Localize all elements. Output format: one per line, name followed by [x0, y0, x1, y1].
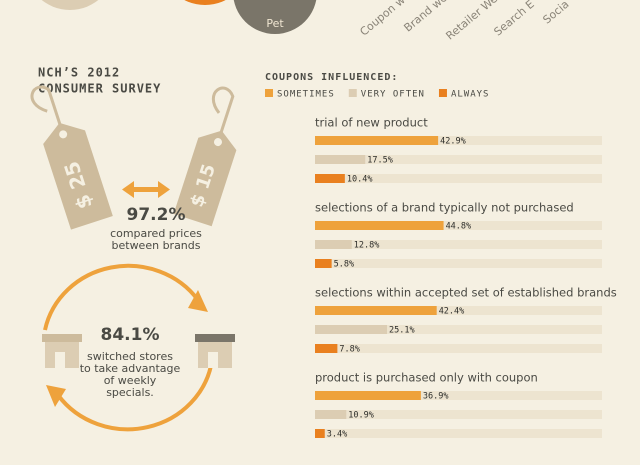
bar-chart: SOMETIMES VERY OFTEN ALWAYS trial of new pr… — [265, 89, 617, 440]
bar-track — [315, 306, 602, 315]
stat-text: specials. — [106, 386, 154, 399]
bar — [315, 174, 345, 183]
bar — [315, 344, 338, 353]
stat-value: 97.2% — [127, 205, 186, 225]
arrow-head — [188, 290, 208, 312]
stat-text: to take advantage — [80, 362, 181, 375]
legend-swatch — [265, 89, 273, 97]
value-label: 36.9% — [423, 392, 449, 402]
bar — [315, 429, 325, 438]
survey-title: NCH’S 2012 — [38, 66, 120, 80]
value-label: 42.9% — [440, 137, 466, 147]
legend-swatch — [348, 89, 357, 97]
bar — [315, 136, 439, 145]
stat-text: compared prices — [110, 227, 202, 240]
bar-track — [315, 410, 602, 419]
value-label: 42.4% — [439, 307, 465, 317]
price-tag: $ 15 — [173, 86, 237, 227]
value-label: 44.8% — [446, 222, 472, 232]
bar — [315, 240, 352, 249]
value-label: 17.5% — [367, 156, 393, 166]
bar — [315, 259, 332, 268]
bar-track — [315, 136, 602, 145]
cycle-arrows — [43, 263, 214, 432]
bar — [315, 410, 347, 419]
value-label: 10.9% — [348, 411, 374, 421]
stat-value: 84.1% — [101, 325, 160, 345]
value-label: 12.8% — [354, 241, 380, 251]
bar — [315, 325, 388, 334]
legend-label: SOMETIMES — [277, 90, 335, 100]
store-icon — [42, 334, 82, 368]
bar-track — [315, 391, 602, 400]
circle — [184, 0, 226, 5]
stat-text: between brands — [112, 239, 201, 252]
bar — [315, 221, 444, 230]
legend-swatch — [438, 89, 447, 97]
value-label: 5.8% — [334, 260, 354, 270]
legend-label: ALWAYS — [451, 90, 490, 100]
bar-track — [315, 155, 602, 164]
chart-title: COUPONS INFLUENCED: — [265, 72, 398, 83]
bar-track — [315, 344, 602, 353]
double-arrow — [122, 181, 170, 198]
legend-label: VERY OFTEN — [361, 90, 425, 100]
price-tag: $ 25 — [30, 85, 113, 230]
arrow-head — [46, 385, 66, 407]
stat-text: switched stores — [87, 350, 173, 363]
value-label: 3.4% — [327, 430, 347, 440]
stat-text: of weekly — [104, 374, 157, 387]
circle-label: Pet — [266, 17, 284, 30]
category-label: product is purchased only with coupon — [315, 371, 538, 385]
bar-track — [315, 174, 602, 183]
bar-track — [315, 221, 602, 230]
value-label: 10.4% — [347, 175, 373, 185]
bar — [315, 391, 421, 400]
circle — [233, 0, 317, 34]
bar — [315, 306, 437, 315]
value-label: 25.1% — [389, 326, 415, 336]
category-label: selections of a brand typically not purc… — [315, 201, 574, 215]
survey-title: CONSUMER SURVEY — [38, 82, 161, 96]
value-label: 7.8% — [339, 345, 359, 355]
circle — [41, 0, 99, 10]
bar — [315, 155, 366, 164]
bar-track — [315, 325, 602, 334]
bar-track — [315, 240, 602, 249]
bar-track — [315, 259, 602, 268]
category-label: selections within accepted set of establ… — [315, 286, 617, 300]
bar-track — [315, 429, 602, 438]
category-label: trial of new product — [315, 116, 428, 130]
store-icon — [195, 334, 235, 368]
